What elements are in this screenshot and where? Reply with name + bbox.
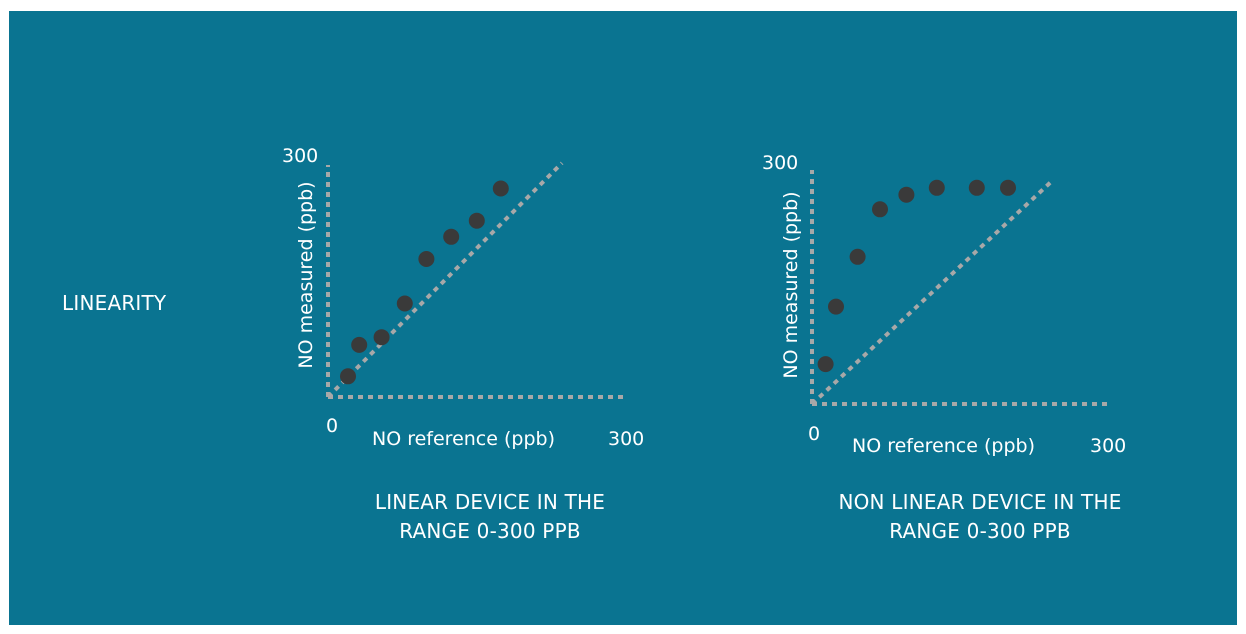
nonlinear-x-axis-label: NO reference (ppb) — [852, 435, 1035, 457]
nonlinear-caption-line-1: NON LINEAR DEVICE IN THE — [838, 490, 1122, 514]
linear-chart-caption: LINEAR DEVICE IN THE RANGE 0-300 PPB — [300, 488, 680, 546]
nonlinear-data-point — [817, 356, 834, 373]
nonlinear-y-tick-300: 300 — [762, 152, 798, 174]
nonlinear-data-point — [828, 298, 844, 315]
nonlinear-data-point — [968, 179, 985, 196]
linear-data-point — [373, 329, 390, 346]
linear-data-point — [492, 180, 509, 197]
side-label: LINEARITY — [62, 291, 167, 315]
nonlinear-data-point — [898, 186, 915, 203]
linear-reference-line — [326, 161, 564, 399]
linear-data-point — [418, 251, 435, 267]
nonlinear-data-point — [1000, 179, 1016, 196]
linear-y-tick-300: 300 — [282, 145, 318, 167]
nonlinear-reference-line — [810, 179, 1054, 406]
linear-data-point — [351, 336, 368, 353]
linear-caption-line-1: LINEAR DEVICE IN THE — [374, 490, 606, 514]
nonlinear-data-point — [849, 248, 866, 265]
nonlinear-y-axis-label: NO measured (ppb) — [780, 191, 802, 378]
nonlinear-data-point — [872, 201, 888, 218]
linear-data-point — [340, 368, 356, 385]
linear-x-axis-label: NO reference (ppb) — [372, 428, 555, 450]
nonlinear-data-point — [928, 179, 945, 196]
nonlinear-x-tick-300: 300 — [1090, 435, 1126, 457]
linear-y-axis-label: NO measured (ppb) — [295, 181, 317, 368]
linear-caption-line-2: RANGE 0-300 PPB — [399, 519, 581, 543]
linear-x-tick-0: 0 — [326, 415, 338, 437]
linear-data-point — [468, 212, 485, 229]
nonlinear-caption-line-2: RANGE 0-300 PPB — [889, 519, 1071, 543]
linear-data-point — [443, 228, 460, 245]
linear-chart: NO measured (ppb) 300 0 NO reference (ppb) 3… — [282, 145, 644, 450]
nonlinear-chart-caption: NON LINEAR DEVICE IN THE RANGE 0-300 PPB — [790, 488, 1170, 546]
linear-x-tick-300: 300 — [608, 428, 644, 450]
chart-panel — [9, 11, 1237, 625]
nonlinear-chart: NO measured (ppb) 300 0 NO reference (ppb) 3… — [762, 152, 1126, 457]
nonlinear-x-tick-0: 0 — [808, 423, 820, 445]
linear-data-point — [396, 295, 413, 312]
